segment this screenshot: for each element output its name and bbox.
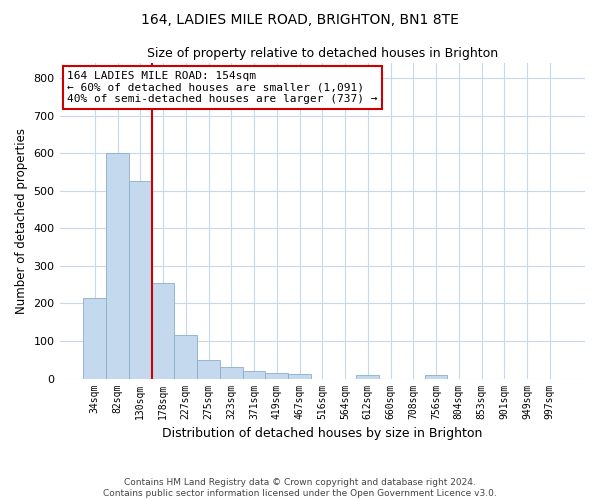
Bar bbox=[197, 360, 220, 378]
X-axis label: Distribution of detached houses by size in Brighton: Distribution of detached houses by size … bbox=[162, 427, 482, 440]
Bar bbox=[356, 375, 379, 378]
Title: Size of property relative to detached houses in Brighton: Size of property relative to detached ho… bbox=[147, 48, 498, 60]
Text: 164 LADIES MILE ROAD: 154sqm
← 60% of detached houses are smaller (1,091)
40% of: 164 LADIES MILE ROAD: 154sqm ← 60% of de… bbox=[67, 71, 378, 104]
Bar bbox=[152, 283, 175, 378]
Bar bbox=[129, 182, 152, 378]
Bar bbox=[242, 371, 265, 378]
Bar bbox=[220, 366, 242, 378]
Text: 164, LADIES MILE ROAD, BRIGHTON, BN1 8TE: 164, LADIES MILE ROAD, BRIGHTON, BN1 8TE bbox=[141, 12, 459, 26]
Text: Contains HM Land Registry data © Crown copyright and database right 2024.
Contai: Contains HM Land Registry data © Crown c… bbox=[103, 478, 497, 498]
Bar bbox=[175, 336, 197, 378]
Bar bbox=[265, 372, 288, 378]
Y-axis label: Number of detached properties: Number of detached properties bbox=[15, 128, 28, 314]
Bar bbox=[425, 375, 448, 378]
Bar bbox=[106, 153, 129, 378]
Bar bbox=[83, 298, 106, 378]
Bar bbox=[288, 374, 311, 378]
